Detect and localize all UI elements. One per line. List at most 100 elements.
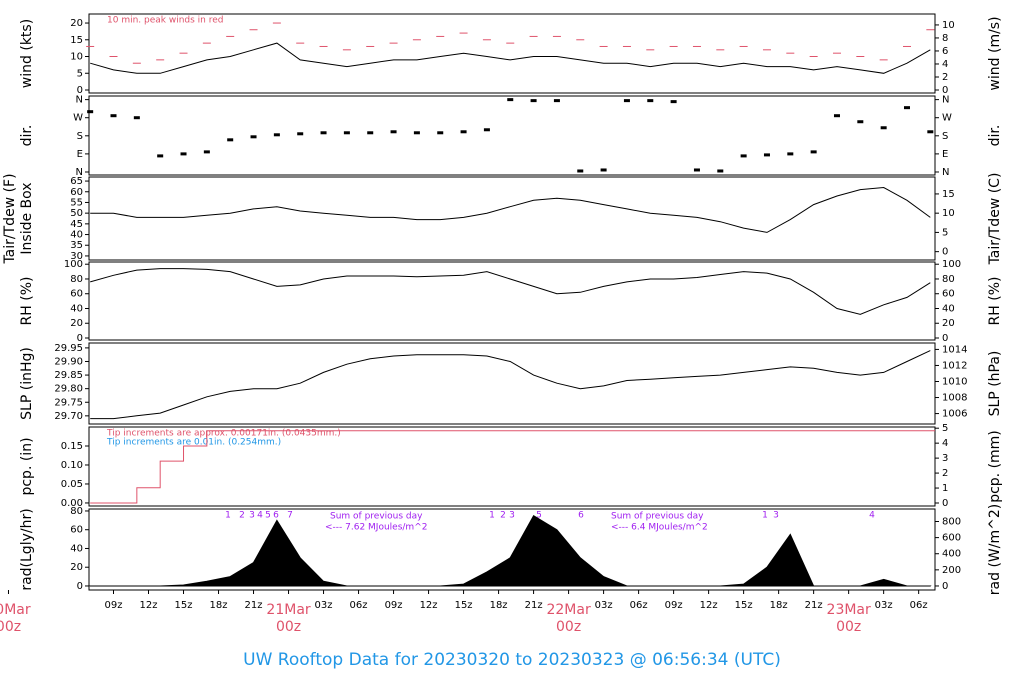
dir-point — [273, 133, 280, 137]
dir-point — [647, 99, 654, 103]
y2-tick-label: 600 — [942, 533, 961, 544]
date-label: 22Mar — [546, 602, 590, 618]
radiation-area — [88, 515, 932, 587]
dir-point — [87, 110, 94, 114]
annotation: 4 — [869, 511, 875, 521]
y-tick-label: 0.10 — [61, 460, 83, 471]
y2-tick-label: 40 — [942, 303, 955, 314]
y2-axis-label: Tair/Tdew (C) — [987, 173, 1003, 266]
y-axis-label: RH (%) — [19, 277, 35, 326]
y-tick-label: 65 — [70, 176, 83, 187]
y-axis-label: Inside Box — [19, 182, 35, 254]
y2-tick-label: 2 — [942, 72, 948, 83]
y2-tick-label: 100 — [942, 259, 961, 270]
x-tick-label: 21z — [805, 600, 823, 611]
y2-tick-label: 20 — [942, 318, 955, 329]
dir-point — [203, 150, 210, 154]
dir-point — [717, 169, 724, 173]
y2-tick-label: 15 — [942, 189, 955, 200]
y2-tick-label: 1 — [942, 483, 948, 494]
y2-tick-label: N — [942, 167, 949, 178]
y2-axis-label: dir. — [987, 125, 1003, 147]
panel-frame — [88, 261, 936, 341]
dir-point — [250, 135, 257, 139]
precip-step — [90, 430, 935, 504]
dir-point — [670, 100, 677, 104]
y-tick-label: 5 — [77, 68, 83, 79]
dir-point — [390, 130, 397, 134]
date-label: 21Mar — [266, 602, 310, 618]
y2-tick-label: 0 — [942, 247, 948, 258]
panel-frame — [88, 95, 936, 176]
dir-point — [413, 131, 420, 135]
dir-point — [460, 130, 467, 134]
dir-point — [740, 154, 747, 158]
x-tick-label: 12z — [420, 600, 438, 611]
y-tick-label: 29.80 — [54, 384, 83, 395]
annotation: 5 — [536, 511, 542, 521]
panel-frame — [88, 426, 936, 507]
y-tick-label: 15 — [70, 35, 83, 46]
date-time-label: 00z — [276, 619, 301, 635]
y-tick-label: 20 — [70, 562, 83, 573]
y-tick-label: 29.95 — [54, 343, 83, 354]
y-tick-label: 0 — [77, 581, 83, 592]
y-tick-label: S — [77, 131, 83, 142]
y-tick-label: 80 — [70, 274, 83, 285]
annotation: 3 — [249, 511, 255, 521]
y-tick-label: 55 — [70, 197, 83, 208]
y-tick-label: 20 — [70, 18, 83, 29]
date-label: 23Mar — [827, 602, 871, 618]
dir-point — [623, 99, 630, 103]
y-tick-label: 60 — [70, 289, 83, 300]
x-tick-label: 21z — [245, 600, 263, 611]
y2-tick-label: 80 — [942, 274, 955, 285]
y-tick-label: N — [76, 167, 83, 178]
y-tick-label: 0.00 — [61, 498, 83, 509]
y-tick-label: 80 — [70, 506, 83, 517]
y-tick-label: 100 — [64, 259, 83, 270]
y-tick-label: 0 — [77, 333, 83, 344]
y2-tick-label: 0 — [942, 85, 948, 96]
annotation: 2 — [500, 511, 506, 521]
annotation: Tip increments are approx. 0.00171in. (0… — [106, 429, 341, 439]
y-tick-label: 29.75 — [54, 397, 83, 408]
dir-point — [110, 114, 117, 118]
annotation: <--- 6.4 MJoules/m^2 — [611, 523, 708, 533]
dir-point — [857, 120, 864, 124]
y-tick-label: 0.05 — [61, 479, 83, 490]
y2-tick-label: 1010 — [942, 376, 967, 387]
dir-point — [133, 116, 140, 120]
annotation: Sum of previous day — [611, 512, 704, 522]
y-tick-label: 50 — [70, 208, 83, 219]
x-tick-label: 06z — [910, 600, 928, 611]
y2-axis-label: pcp. (mm) — [987, 430, 1003, 503]
y-tick-label: 40 — [70, 230, 83, 241]
x-tick-label: 18z — [770, 600, 788, 611]
panel-frame — [88, 176, 936, 261]
x-tick-label: 12z — [140, 600, 158, 611]
y-tick-label: 60 — [70, 525, 83, 536]
y-tick-label: 0.15 — [61, 441, 83, 452]
dir-point — [903, 106, 910, 110]
dir-point — [227, 138, 234, 142]
dir-point — [693, 168, 700, 172]
y-axis-label: Tair/Tdew (F) — [2, 173, 18, 264]
y-tick-label: 35 — [70, 240, 83, 251]
y-axis-label: dir. — [19, 125, 35, 147]
y-tick-label: 30 — [70, 251, 83, 262]
annotation: Sum of previous day — [330, 512, 423, 522]
annotation: 1 — [225, 511, 231, 521]
y2-tick-label: 10 — [942, 20, 955, 31]
y2-tick-label: 0 — [942, 333, 948, 344]
y2-tick-label: 800 — [942, 516, 961, 527]
x-tick-label: 03z — [875, 600, 893, 611]
y2-tick-label: 1008 — [942, 393, 967, 404]
x-tick-label: 03z — [595, 600, 613, 611]
y-tick-label: N — [76, 95, 83, 106]
dir-point — [577, 169, 584, 173]
y2-tick-label: 60 — [942, 289, 955, 300]
y2-axis-label: rad (W/m^2) — [987, 504, 1003, 595]
dir-point — [553, 99, 560, 103]
annotation: 6 — [578, 511, 584, 521]
